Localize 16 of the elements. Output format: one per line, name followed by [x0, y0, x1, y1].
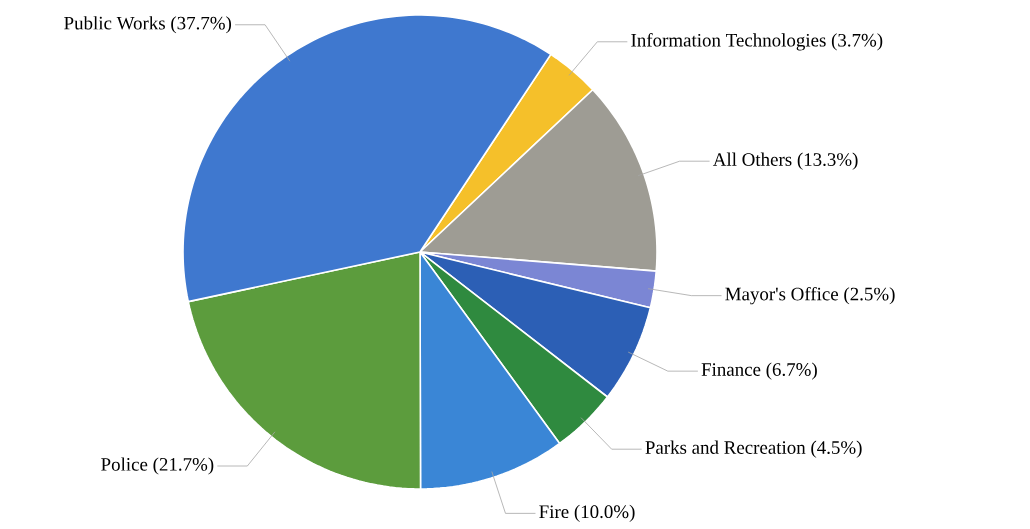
slice-label: Information Technologies [631, 33, 826, 51]
data-label: (4.5%) [811, 440, 862, 458]
data-label: (13.3%) [797, 152, 858, 170]
data-label: (37.7%) [171, 16, 232, 34]
data-label: (2.5%) [844, 287, 895, 305]
slice-label: Mayor's Office [725, 286, 839, 305]
slice-label: Public Works [64, 16, 165, 30]
data-label: (3.7%) [831, 33, 883, 51]
slice-label: Police [101, 457, 148, 471]
data-label: (10.0%) [574, 504, 635, 522]
data-label: (21.7%) [153, 457, 214, 475]
slice-label: Fire [539, 505, 569, 519]
slice-label: All Others [712, 152, 792, 166]
slice-label: Parks and Recreation [645, 440, 806, 454]
data-label: (6.7%) [766, 362, 817, 380]
slice-label: Finance [701, 363, 761, 376]
